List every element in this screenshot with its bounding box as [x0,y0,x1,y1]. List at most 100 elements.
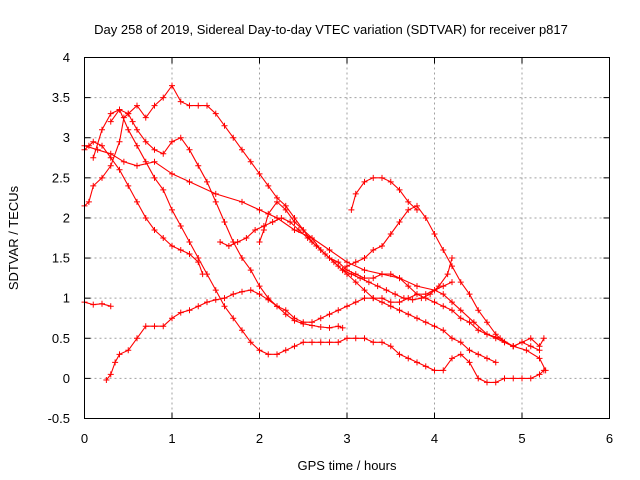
data-point [387,303,394,310]
data-point [392,291,399,298]
data-point [387,343,394,350]
x-tick-label: 6 [606,431,613,446]
y-tick-label: 0.5 [52,331,70,346]
data-point [212,198,219,205]
data-point [90,301,97,308]
data-point [239,255,245,262]
data-point [151,323,158,330]
data-point [326,339,333,346]
data-point [300,339,307,346]
data-point [344,335,350,342]
data-point [85,198,92,205]
data-point [243,235,250,241]
data-point [466,359,473,366]
data-point [282,206,289,213]
data-point [274,198,280,205]
data-point [449,299,455,306]
data-point [195,303,202,310]
data-point [449,307,455,314]
series-line [84,112,343,329]
data-point [383,287,390,294]
x-axis-label: GPS time / hours [298,458,397,473]
data-point [269,218,276,225]
data-point [151,158,158,165]
data-point [134,198,140,205]
data-point [169,170,175,177]
data-point [352,299,359,306]
data-point [431,299,438,306]
data-point [519,339,525,346]
data-point [431,230,438,237]
data-point [484,319,490,326]
data-point [247,339,254,346]
data-point [457,279,464,286]
data-point [484,379,490,386]
data-point [177,98,184,105]
series-line [219,217,453,301]
data-point [186,178,193,185]
data-point [107,118,114,125]
data-point [400,295,407,302]
data-point [134,162,140,169]
data-point [239,327,245,334]
data-point [239,288,245,295]
data-point [125,126,132,133]
data-point [475,375,482,382]
data-point [527,343,534,350]
data-point [387,230,394,237]
data-point [466,291,473,298]
data-point [295,226,302,233]
data-point [527,375,534,382]
data-point [326,247,333,254]
data-point [247,158,254,165]
data-point [107,154,114,161]
data-point [396,218,403,225]
data-point [186,251,193,258]
data-point [444,271,451,278]
data-point [107,162,114,169]
data-point [414,291,420,298]
y-tick-label: 2 [63,210,70,225]
data-point [449,255,455,262]
data-point [221,303,228,310]
data-point [317,324,324,331]
data-point [540,335,547,342]
y-tick-label: -0.5 [48,411,70,426]
series-track-6 [103,279,455,383]
data-point [527,335,534,342]
data-point [195,162,202,169]
y-tick-labels: -0.5 0 0.5 1 1.5 2 2.5 3 3.5 4 [48,50,70,426]
data-point [440,327,447,334]
data-point [431,323,438,330]
data-point [427,291,434,298]
data-point [230,134,237,141]
data-point [536,343,543,350]
y-tick-label: 4 [63,50,70,65]
data-point [142,138,149,145]
data-point [212,296,219,303]
data-point [457,315,464,322]
data-point [361,255,368,262]
data-point [418,295,425,302]
data-point [151,102,158,109]
data-point [326,311,333,318]
data-point [287,218,294,225]
data-point [457,307,464,314]
series-line [84,301,111,307]
data-point [116,106,123,113]
data-point [256,170,263,177]
data-point [449,355,455,362]
data-point [212,287,219,294]
series-track-5 [107,106,547,386]
data-point [120,158,127,165]
data-point [396,351,403,358]
data-point [282,347,289,354]
data-point [379,243,385,250]
data-point [440,303,447,310]
data-point [134,335,140,342]
data-point [169,315,175,322]
data-point [274,303,280,310]
data-point [379,174,385,181]
data-point [125,182,132,189]
